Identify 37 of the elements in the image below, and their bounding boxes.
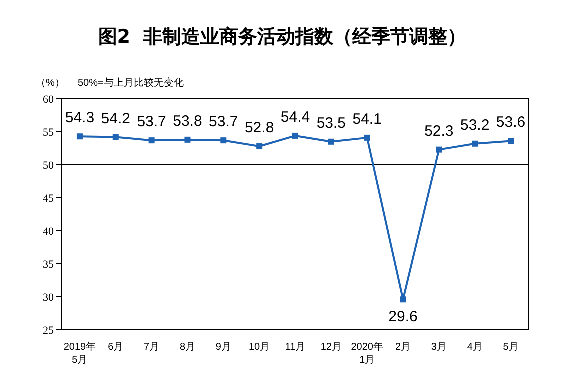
x-tick-label: 6月 xyxy=(108,342,124,353)
x-tick-label: 12月 xyxy=(320,342,342,353)
data-label: 54.4 xyxy=(280,108,310,126)
y-tick-label: 35 xyxy=(43,258,54,271)
data-label: 53.5 xyxy=(316,114,346,132)
data-label: 52.3 xyxy=(424,122,454,140)
y-tick-label: 40 xyxy=(43,226,54,238)
x-tick-label: 7月 xyxy=(144,342,160,353)
y-tick-label: 60 xyxy=(43,94,54,106)
x-tick-label: 5月 xyxy=(503,342,519,353)
data-label: 29.6 xyxy=(388,308,418,326)
x-tick-label: 2020年 1月 xyxy=(351,341,384,366)
x-tick-label: 3月 xyxy=(431,342,447,353)
data-label: 54.3 xyxy=(65,110,95,127)
y-tick-label: 45 xyxy=(43,192,54,205)
data-label: 53.7 xyxy=(137,114,166,131)
text: 50%=与上月比较无变化 xyxy=(78,76,184,90)
y-tick-label: 25 xyxy=(43,324,54,337)
x-tick-label: 4月 xyxy=(467,342,483,353)
y-tick-label: 30 xyxy=(43,292,54,304)
y-tick-label: 55 xyxy=(43,126,54,139)
y-axis-title: （%） xyxy=(36,77,65,90)
data-label: 53.2 xyxy=(460,116,490,134)
data-label: 52.8 xyxy=(244,120,274,137)
x-tick-label: 8月 xyxy=(180,342,196,353)
data-label: 54.2 xyxy=(101,110,130,128)
x-tick-label: 9月 xyxy=(216,342,232,353)
x-tick-label: 11月 xyxy=(285,342,306,353)
x-tick-label: 2月 xyxy=(395,342,412,353)
data-label: 54.1 xyxy=(352,110,382,128)
y-tick-label: 50 xyxy=(43,160,54,172)
data-label: 53.6 xyxy=(496,114,526,132)
data-label: 53.8 xyxy=(173,112,202,130)
x-tick-label: 2019年 5月 xyxy=(64,341,96,366)
data-label: 53.7 xyxy=(209,114,238,131)
chart-title: 图2 非制造业商务活动指数（经季节调整） xyxy=(97,25,468,50)
x-tick-label: 10月 xyxy=(249,342,270,353)
